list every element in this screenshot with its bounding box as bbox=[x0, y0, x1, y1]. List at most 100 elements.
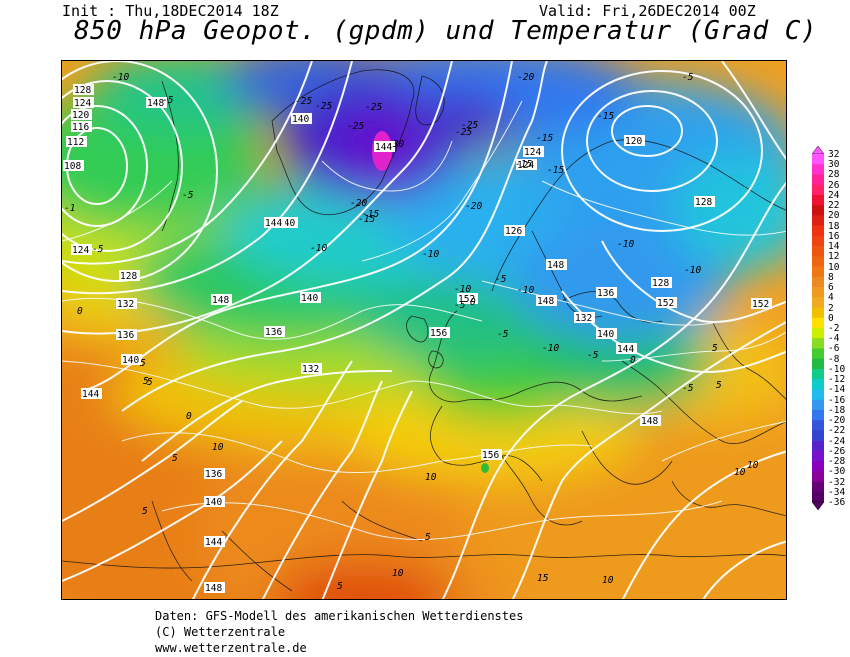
isohypse-label: 156 bbox=[482, 450, 499, 461]
colorbar-swatch bbox=[812, 379, 824, 390]
isotherm-label: -15 bbox=[358, 214, 375, 225]
isohypse-label: 140 bbox=[205, 497, 222, 508]
isotherm-label: -20 bbox=[517, 72, 534, 83]
colorbar-tick-label: -30 bbox=[828, 466, 846, 478]
isohypse-label: 136 bbox=[117, 330, 134, 341]
isohypse-label: 132 bbox=[117, 299, 134, 310]
colorbar-tick-label: -34 bbox=[828, 486, 846, 498]
isotherm-label: -15 bbox=[547, 165, 564, 176]
colorbar-swatch bbox=[812, 348, 824, 360]
isotherm-label: 10 bbox=[747, 460, 759, 471]
isotherm-label: -5 bbox=[162, 95, 174, 106]
isohypse-label: 148 bbox=[537, 296, 554, 307]
isotherm-label: 0 bbox=[470, 297, 476, 308]
colorbar-tick-label: 22 bbox=[828, 200, 840, 212]
isotherm-label: 5 bbox=[712, 343, 718, 354]
isohypse-label: 112 bbox=[67, 137, 84, 148]
isotherm-label: 5 bbox=[425, 532, 431, 543]
colorbar-tick-label: -18 bbox=[828, 404, 846, 416]
colorbar-tick-label: -10 bbox=[828, 363, 846, 375]
colorbar-swatch bbox=[812, 461, 824, 472]
colorbar-swatch bbox=[812, 266, 824, 278]
colorbar-swatch bbox=[812, 205, 824, 216]
colorbar-swatch bbox=[812, 471, 824, 482]
colorbar-tick-label: -4 bbox=[828, 333, 840, 345]
isotherm-label: -10 bbox=[617, 239, 634, 250]
valid-time: Valid: Fri,26DEC2014 00Z bbox=[539, 2, 756, 20]
isotherm-label: -5 bbox=[587, 350, 599, 361]
isotherm-label: -15 bbox=[536, 133, 553, 144]
isotherm-label: -10 bbox=[542, 343, 559, 354]
colorbar-swatch bbox=[812, 256, 824, 267]
colorbar-tick-label: 14 bbox=[828, 241, 840, 253]
isohypse-label: 144 bbox=[265, 218, 282, 229]
isohypse-label: 140 bbox=[278, 218, 295, 229]
isohypse-label: 126 bbox=[505, 226, 522, 237]
colorbar-top-arrow bbox=[811, 145, 825, 155]
colorbar-tick-label: -32 bbox=[828, 476, 846, 488]
isotherm-label: 5 bbox=[142, 506, 148, 517]
colorbar-tick-label: 20 bbox=[828, 210, 840, 222]
colorbar-tick-label: 16 bbox=[828, 230, 840, 242]
colorbar-swatch bbox=[812, 491, 824, 503]
isotherm-label: 10 bbox=[734, 467, 746, 478]
colorbar-swatch bbox=[812, 287, 824, 298]
colorbar-tick-label: -16 bbox=[828, 394, 846, 406]
colorbar-tick-label: -36 bbox=[828, 497, 846, 508]
isohypse-label: 152 bbox=[657, 298, 674, 309]
colorbar-tick-label: 0 bbox=[828, 312, 834, 324]
colorbar-swatch bbox=[812, 194, 824, 206]
colorbar-tick-label: -28 bbox=[828, 456, 846, 468]
isotherm-label: -10 bbox=[112, 72, 129, 83]
credit-source: Daten: GFS-Modell des amerikanischen Wet… bbox=[155, 609, 524, 623]
colorbar-swatch bbox=[812, 420, 824, 431]
isotherm-label: 10 bbox=[392, 568, 404, 579]
isotherm-label: 5 bbox=[147, 377, 153, 388]
temperature-colorbar bbox=[811, 145, 825, 511]
colorbar-swatch bbox=[812, 399, 824, 411]
colorbar-swatch bbox=[812, 328, 824, 339]
colorbar-swatch bbox=[812, 430, 824, 441]
isohypse-label: 140 bbox=[301, 293, 318, 304]
isotherm-label: -1 bbox=[64, 203, 75, 214]
colorbar-tick-label: -6 bbox=[828, 343, 840, 355]
isohypse-label: 124 bbox=[517, 160, 534, 171]
isotherm-label: -15 bbox=[515, 159, 532, 170]
isohypse-label: 128 bbox=[120, 271, 137, 282]
isotherm-label: -25 bbox=[365, 102, 382, 113]
isotherm-label: 15 bbox=[537, 573, 549, 584]
colorbar-swatch bbox=[812, 164, 824, 175]
isohypse-label: 148 bbox=[547, 260, 564, 271]
isohypse-label: 148 bbox=[205, 583, 222, 594]
isotherm-label: -20 bbox=[465, 201, 482, 212]
isohypse-label: 128 bbox=[695, 197, 712, 208]
colorbar-swatch bbox=[812, 307, 824, 319]
colorbar-tick-label: 30 bbox=[828, 159, 840, 171]
colorbar-swatch bbox=[812, 338, 824, 349]
isotherm-label: -25 bbox=[455, 127, 472, 138]
colorbar-swatch bbox=[812, 450, 824, 462]
isohypse-label: 120 bbox=[625, 136, 642, 147]
colorbar-tick-label: -8 bbox=[828, 353, 840, 365]
isotherm-label: -25 bbox=[347, 121, 364, 132]
colorbar-tick-label: 26 bbox=[828, 179, 840, 191]
isotherm-label: -25 bbox=[315, 101, 332, 112]
isotherm-label: 10 bbox=[425, 472, 437, 483]
colorbar-swatch bbox=[812, 184, 824, 196]
isohypse-label: 152 bbox=[752, 299, 769, 310]
isotherm-label: -10 bbox=[454, 284, 471, 295]
colorbar-tick-label: 10 bbox=[828, 261, 840, 273]
isohypse-label: 136 bbox=[265, 327, 282, 338]
colorbar-tick-label: 24 bbox=[828, 189, 840, 201]
isotherm-label: -5 bbox=[92, 244, 104, 255]
isohypse-label: 128 bbox=[652, 278, 669, 289]
isotherm-label: -5 bbox=[454, 300, 466, 311]
colorbar-swatch bbox=[812, 174, 824, 186]
isotherm-label: 0 bbox=[77, 306, 83, 317]
colorbar-tick-label: 6 bbox=[828, 282, 834, 294]
colorbar-bottom-arrow bbox=[811, 501, 825, 511]
isotherm-label: -5 bbox=[497, 329, 509, 340]
isohypse-label: 152 bbox=[458, 294, 475, 305]
isotherm-label: 5 bbox=[172, 453, 178, 464]
colorbar-swatch bbox=[812, 317, 824, 329]
